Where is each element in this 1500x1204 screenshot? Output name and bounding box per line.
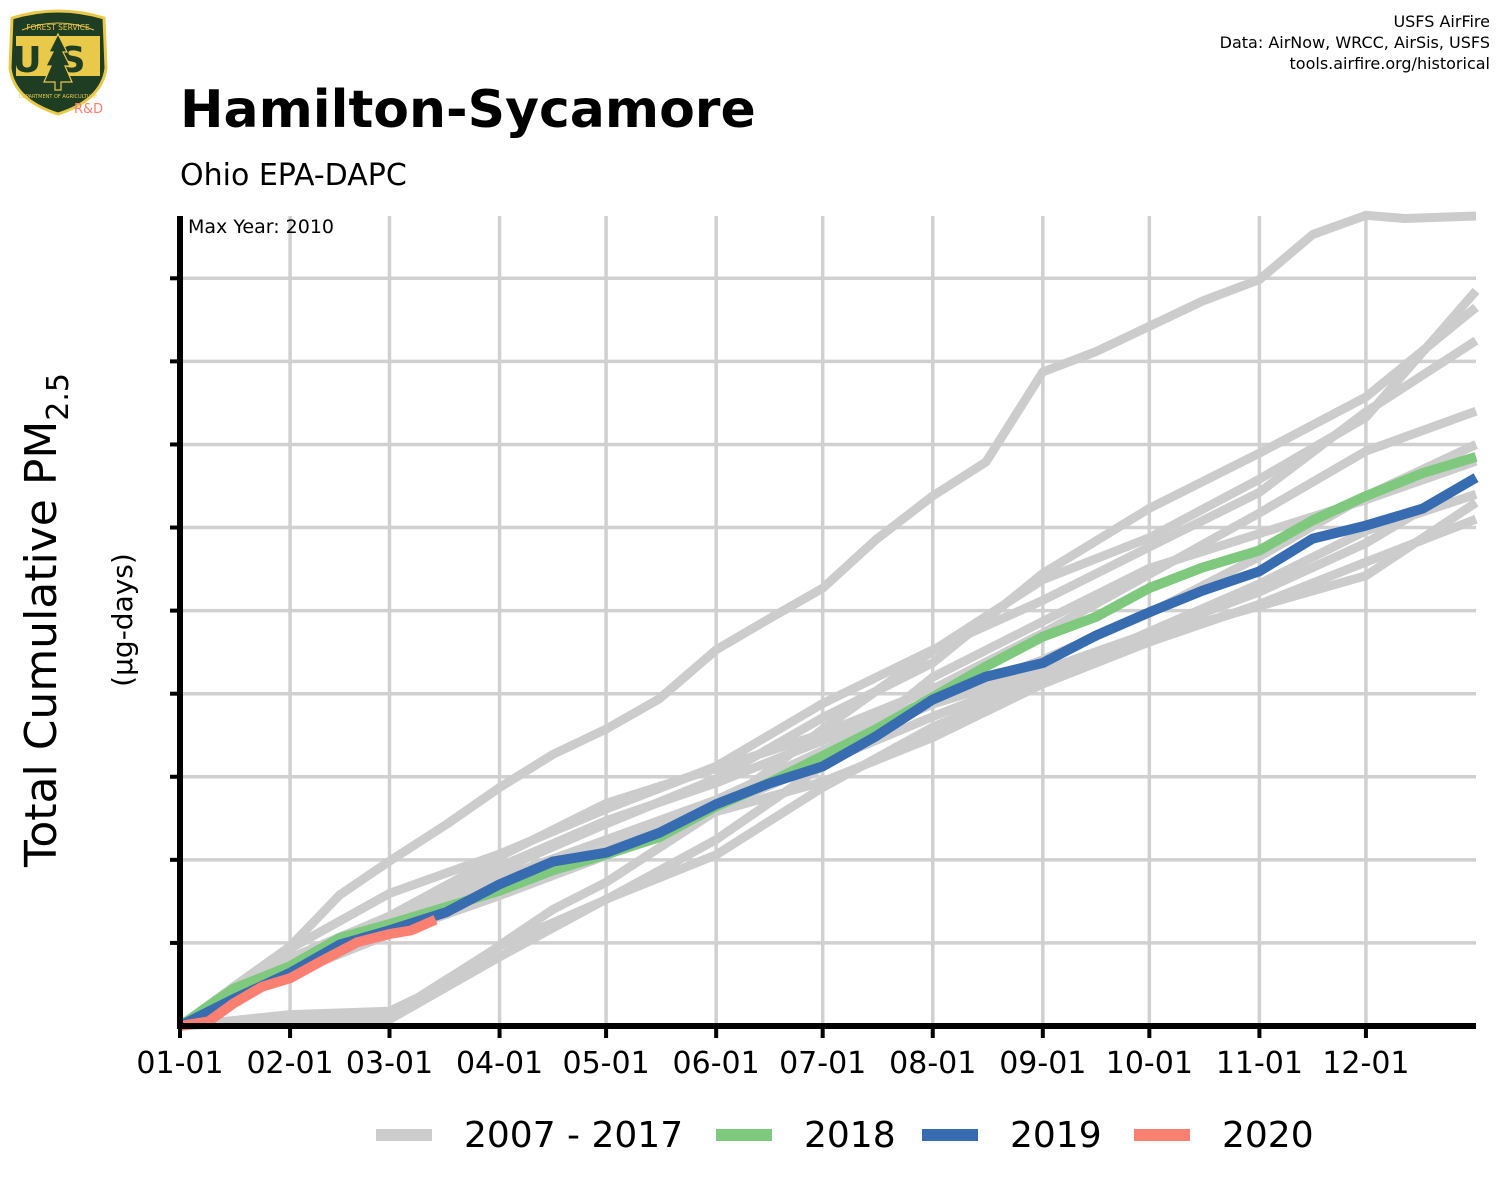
x-tick-label: 02-01: [246, 1046, 333, 1081]
legend-label: 2020: [1222, 1115, 1314, 1156]
series-line-2007-2017: [177, 406, 1478, 1030]
series-line-2007-2017: [177, 336, 1479, 1030]
x-tick-labels: 01-01 02-01 03-01 04-01 05-01 06-01 07-01 08-01…: [136, 1046, 1409, 1081]
x-tick-label: 04-01: [456, 1046, 543, 1081]
credit-line-2: Data: AirNow, WRCC, AirSis, USFS: [1220, 33, 1490, 52]
series-line-2020: [179, 915, 438, 1031]
x-tick-label: 08-01: [889, 1046, 976, 1081]
tree-icon: [43, 32, 73, 91]
series-lines: [177, 210, 1480, 1031]
y-axis-title-subscript: 2.5: [41, 373, 76, 421]
y-axis-units-text: (µg-days): [106, 553, 139, 687]
x-tick-label: 05-01: [562, 1046, 649, 1081]
series-line-2018: [177, 452, 1478, 1031]
x-tick-label: 11-01: [1216, 1046, 1303, 1081]
x-tick-label: 09-01: [999, 1046, 1086, 1081]
chart-subtitle: Ohio EPA-DAPC: [180, 158, 407, 193]
legend: 2007 - 2017 2018 2019 2020: [376, 1115, 1314, 1156]
series-line-2007-2017: [178, 515, 1478, 1031]
x-tick-label: 10-01: [1106, 1046, 1193, 1081]
legend-label: 2018: [804, 1115, 896, 1156]
y-axis-title: Total Cumulative PM2.5: [16, 373, 76, 868]
credit-line-1: USFS AirFire: [1393, 12, 1490, 31]
x-tick-label: 07-01: [779, 1046, 866, 1081]
logo-rd-tag: R&D: [74, 102, 103, 117]
y-axis-units: (µg-days): [106, 553, 139, 687]
y-axis-title-main: Total Cumulative PM: [16, 421, 67, 868]
usfs-logo: FOREST SERVICE US DEPARTMENT OF AGRICULT…: [8, 9, 108, 117]
legend-label: 2007 - 2017: [464, 1115, 683, 1156]
series-line-2007-2017: [179, 490, 1478, 1031]
max-year-annotation: Max Year: 2010: [188, 216, 334, 238]
logo-bottom-text: DEPARTMENT OF AGRICULTURE: [19, 94, 97, 100]
logo-arc-text: FOREST SERVICE: [26, 23, 90, 32]
credit-line-3: tools.airfire.org/historical: [1290, 54, 1490, 73]
x-tick-label: 06-01: [673, 1046, 760, 1081]
x-tick-label: 03-01: [346, 1046, 433, 1081]
series-line-2007-2017: [179, 287, 1480, 1031]
axes: [170, 216, 1476, 1038]
series-line-2007-2017: [177, 210, 1477, 1030]
x-tick-label: 12-01: [1322, 1046, 1409, 1081]
legend-label: 2019: [1010, 1115, 1102, 1156]
x-tick-label: 01-01: [136, 1046, 223, 1081]
shield-arc-line: [21, 22, 95, 31]
y-axis-label: Total Cumulative PM2.5: [16, 373, 76, 868]
chart-title: Hamilton-Sycamore: [180, 80, 756, 140]
